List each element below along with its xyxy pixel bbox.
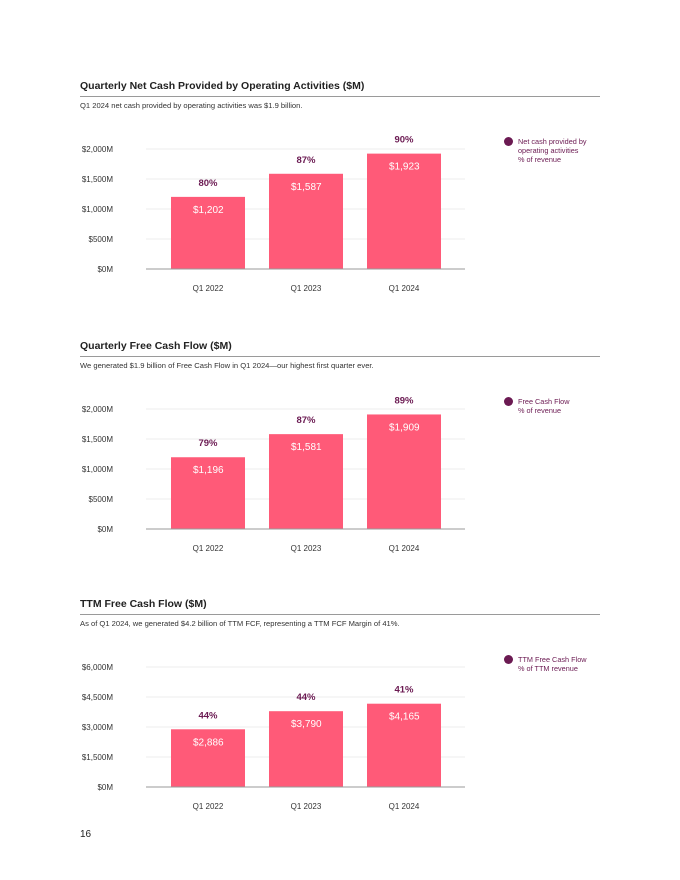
legend-marker — [504, 397, 513, 406]
y-tick-label: $3,000M — [82, 723, 113, 732]
legend-line: Free Cash Flow — [518, 397, 570, 406]
bar-percent-label: 87% — [296, 415, 316, 426]
bar-value-label: $1,202 — [193, 205, 224, 216]
bar — [171, 729, 245, 787]
legend-line: % of TTM revenue — [518, 664, 578, 673]
y-tick-label: $2,000M — [82, 145, 113, 154]
net-cash-chart: $0M $500M $1,000M $1,500M $2,000M $1,202 80% Q1… — [82, 135, 465, 293]
x-tick-label: Q1 2023 — [291, 544, 322, 553]
bar-percent-label: 79% — [198, 438, 218, 449]
section-title: TTM Free Cash Flow ($M) — [80, 598, 600, 615]
legend-text: Net cash provided by operating activitie… — [518, 137, 614, 164]
legend-line: TTM Free Cash Flow — [518, 655, 587, 664]
legend-line: operating activities — [518, 146, 579, 155]
bar — [269, 434, 343, 529]
x-tick-label: Q1 2022 — [193, 284, 224, 293]
x-tick-label: Q1 2022 — [193, 544, 224, 553]
y-tick-label: $2,000M — [82, 405, 113, 414]
bar-value-label: $4,165 — [389, 712, 420, 723]
bar-percent-label: 80% — [198, 178, 218, 189]
legend-line: % of revenue — [518, 155, 561, 164]
legend-line: % of revenue — [518, 406, 561, 415]
legend-marker — [504, 655, 513, 664]
bar-value-label: $1,196 — [193, 465, 224, 476]
y-tick-label: $500M — [89, 495, 114, 504]
y-tick-label: $4,500M — [82, 693, 113, 702]
section-subtitle: We generated $1.9 billion of Free Cash F… — [80, 361, 374, 370]
net-cash-section: Quarterly Net Cash Provided by Operating… — [80, 80, 600, 310]
bar — [171, 457, 245, 529]
bar — [367, 153, 441, 269]
free-cash-flow-chart: $0M $500M $1,000M $1,500M $2,000M $1,196 79% Q1… — [82, 395, 465, 553]
bar-value-label: $1,909 — [389, 422, 420, 433]
y-tick-label: $0M — [97, 525, 113, 534]
free-cash-flow-section: Quarterly Free Cash Flow ($M) We generat… — [80, 340, 600, 570]
bar — [367, 414, 441, 529]
y-tick-label: $1,000M — [82, 205, 113, 214]
bar-value-label: $3,790 — [291, 719, 322, 730]
bar-percent-label: 87% — [296, 155, 316, 166]
bar-percent-label: 89% — [394, 395, 414, 406]
y-tick-label: $0M — [97, 783, 113, 792]
legend-marker — [504, 137, 513, 146]
bar-percent-label: 44% — [296, 692, 316, 703]
x-tick-label: Q1 2024 — [389, 544, 420, 553]
y-tick-label: $1,500M — [82, 753, 113, 762]
ttm-free-cash-flow-section: TTM Free Cash Flow ($M) As of Q1 2024, w… — [80, 598, 600, 828]
legend-text: TTM Free Cash Flow % of TTM revenue — [518, 655, 614, 673]
bar-value-label: $1,923 — [389, 162, 420, 173]
bar-value-label: $2,886 — [193, 737, 224, 748]
page-number: 16 — [80, 829, 92, 840]
section-title: Quarterly Free Cash Flow ($M) — [80, 340, 600, 357]
section-subtitle: Q1 2024 net cash provided by operating a… — [80, 101, 303, 110]
bar — [171, 196, 245, 269]
y-tick-label: $6,000M — [82, 663, 113, 672]
bar-value-label: $1,581 — [291, 442, 322, 453]
bar — [367, 703, 441, 787]
bar — [269, 173, 343, 269]
x-tick-label: Q1 2023 — [291, 284, 322, 293]
section-subtitle: As of Q1 2024, we generated $4.2 billion… — [80, 619, 400, 628]
bar-value-label: $1,587 — [291, 182, 322, 193]
bar — [269, 711, 343, 787]
bar-percent-label: 41% — [394, 685, 414, 696]
x-tick-label: Q1 2024 — [389, 802, 420, 811]
y-tick-label: $1,000M — [82, 465, 113, 474]
bar-percent-label: 90% — [394, 135, 414, 146]
y-tick-label: $1,500M — [82, 175, 113, 184]
x-tick-label: Q1 2023 — [291, 802, 322, 811]
y-tick-label: $1,500M — [82, 435, 113, 444]
x-tick-label: Q1 2024 — [389, 284, 420, 293]
section-title: Quarterly Net Cash Provided by Operating… — [80, 80, 600, 97]
y-tick-label: $500M — [89, 235, 114, 244]
x-tick-label: Q1 2022 — [193, 802, 224, 811]
legend-line: Net cash provided by — [518, 137, 587, 146]
bar-percent-label: 44% — [198, 710, 218, 721]
legend-text: Free Cash Flow % of revenue — [518, 397, 614, 415]
y-tick-label: $0M — [97, 265, 113, 274]
ttm-free-cash-flow-chart: $0M $1,500M $3,000M $4,500M $6,000M $2,886 44%… — [82, 663, 465, 811]
